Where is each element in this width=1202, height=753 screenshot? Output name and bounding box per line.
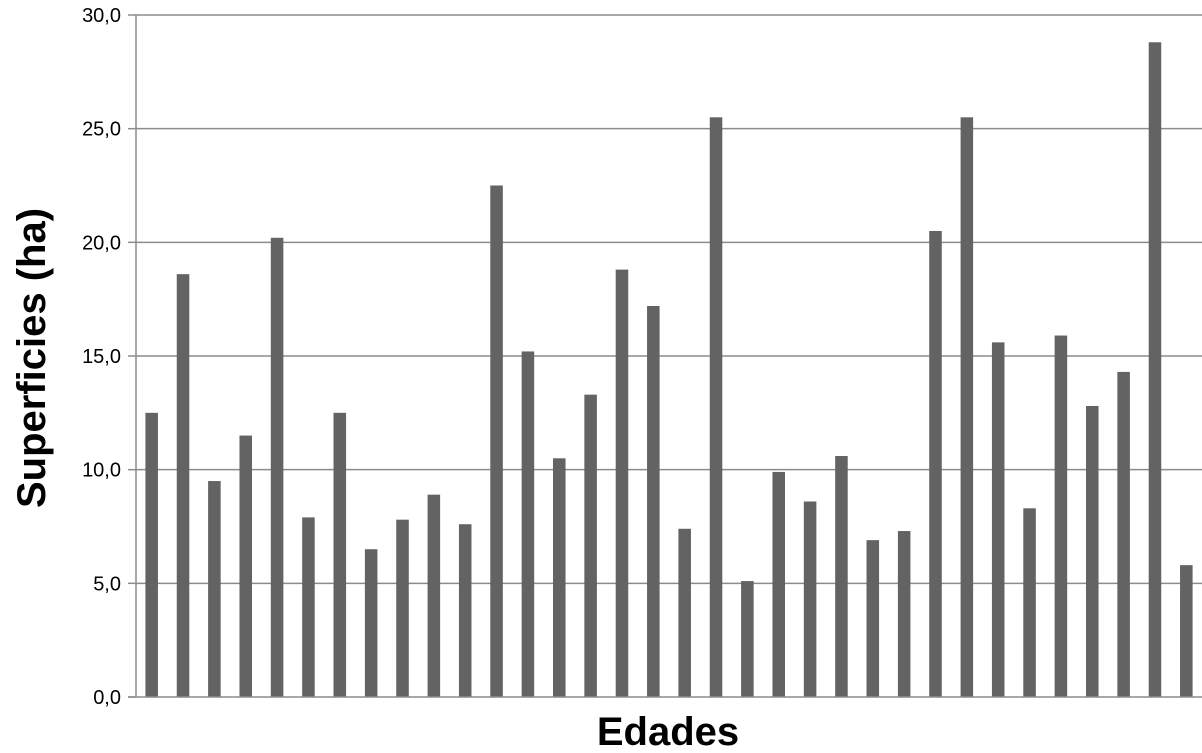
bar bbox=[552, 458, 566, 697]
y-tick-label: 5,0 bbox=[93, 573, 121, 595]
bar bbox=[1148, 42, 1162, 697]
bar bbox=[1117, 371, 1130, 697]
bar bbox=[991, 342, 1005, 697]
bar bbox=[835, 456, 848, 697]
bar bbox=[960, 117, 974, 698]
y-tick-label: 15,0 bbox=[82, 346, 121, 368]
bar bbox=[584, 394, 597, 697]
y-tick-label: 25,0 bbox=[82, 119, 121, 141]
axes bbox=[128, 14, 1202, 698]
bar bbox=[333, 412, 347, 697]
y-tick-labels: 0,0 5,0 10,0 15,0 20,0 25,0 30,0 bbox=[82, 5, 121, 709]
bar bbox=[803, 501, 817, 697]
bar bbox=[1180, 565, 1193, 697]
bar bbox=[364, 549, 378, 697]
bar bbox=[490, 185, 503, 697]
bar bbox=[866, 540, 880, 697]
y-axis-title: Superficies (ha) bbox=[10, 208, 54, 508]
bar bbox=[678, 528, 691, 697]
y-tick-label: 10,0 bbox=[82, 460, 121, 482]
bar bbox=[929, 230, 942, 697]
x-axis-title: Edades bbox=[597, 710, 739, 753]
bar bbox=[208, 481, 221, 697]
bar bbox=[239, 435, 253, 697]
bar bbox=[396, 519, 409, 697]
bars bbox=[145, 42, 1193, 698]
bar bbox=[521, 351, 535, 697]
bar bbox=[302, 517, 315, 697]
y-tick-label: 0,0 bbox=[93, 687, 121, 709]
bar bbox=[1023, 508, 1036, 697]
bar bbox=[270, 237, 284, 697]
y-tick-label: 20,0 bbox=[82, 232, 121, 254]
bar bbox=[1085, 406, 1099, 697]
bar bbox=[772, 471, 786, 697]
bar bbox=[458, 524, 472, 697]
gridlines bbox=[136, 14, 1202, 585]
bar bbox=[741, 581, 754, 697]
bar bbox=[615, 269, 629, 697]
bar bbox=[427, 494, 441, 697]
y-tick-label: 30,0 bbox=[82, 5, 121, 27]
bar bbox=[1054, 335, 1068, 697]
bar bbox=[647, 305, 660, 697]
bar bbox=[176, 274, 190, 697]
bar bbox=[709, 117, 723, 698]
bar bbox=[897, 531, 911, 697]
bar bbox=[145, 412, 158, 697]
